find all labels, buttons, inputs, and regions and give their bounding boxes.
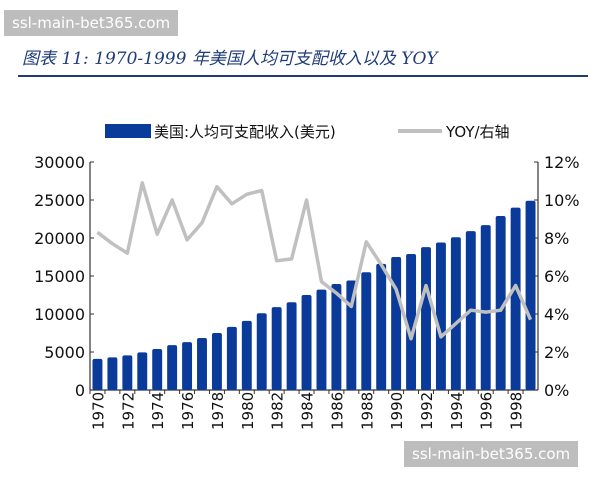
left-tick-label: 20000 xyxy=(34,229,85,248)
bar-1974 xyxy=(152,348,163,390)
bar-1970 xyxy=(92,358,103,390)
right-tick-label: 4% xyxy=(544,305,569,324)
bar-1976 xyxy=(182,342,193,390)
bar-1971 xyxy=(107,357,118,390)
bar-1988 xyxy=(361,272,372,390)
bar-1973 xyxy=(137,352,148,390)
bar-1998 xyxy=(510,207,521,390)
watermark-top: ssl-main-bet365.com xyxy=(4,10,179,36)
x-tick-label: 1972 xyxy=(119,392,137,430)
left-tick-label: 5000 xyxy=(44,343,85,362)
x-tick-label: 1982 xyxy=(269,392,287,430)
left-tick-label: 25000 xyxy=(34,191,85,210)
x-tick-label: 1998 xyxy=(508,392,526,430)
x-tick-label: 1978 xyxy=(209,392,227,430)
chart-title: 图表 11: 1970-1999 年美国人均可支配收入以及 YOY xyxy=(22,49,438,69)
bar-1981 xyxy=(256,313,267,390)
left-tick-label: 0 xyxy=(75,381,85,400)
bar-1983 xyxy=(286,302,297,390)
right-tick-label: 10% xyxy=(544,191,580,210)
x-tick-label: 1984 xyxy=(299,392,317,430)
bar-1990 xyxy=(391,257,402,390)
x-tick-label: 1988 xyxy=(358,392,376,430)
bar-1982 xyxy=(271,307,282,390)
bar-1984 xyxy=(301,295,312,390)
left-tick-label: 15000 xyxy=(34,267,85,286)
x-tick-label: 1996 xyxy=(478,392,496,430)
x-tick-label: 1976 xyxy=(179,392,197,430)
title-divider xyxy=(18,75,588,77)
x-tick-label: 1994 xyxy=(448,392,466,430)
bar-1997 xyxy=(495,215,506,390)
right-tick-label: 8% xyxy=(544,229,569,248)
legend-bar-label: 美国:人均可支配收入(美元) xyxy=(154,123,336,141)
watermark-bottom: ssl-main-bet365.com xyxy=(404,441,579,467)
left-tick-label: 10000 xyxy=(34,305,85,324)
x-tick-label: 1974 xyxy=(149,392,167,430)
bar-1985 xyxy=(316,289,327,390)
right-tick-label: 2% xyxy=(544,343,569,362)
bar-1980 xyxy=(241,320,252,390)
legend-line-label: YOY/右轴 xyxy=(445,123,510,141)
bar-1987 xyxy=(346,280,357,390)
bar-1975 xyxy=(167,345,178,390)
bar-1986 xyxy=(331,283,342,390)
x-tick-label: 1992 xyxy=(418,392,436,430)
bar-1991 xyxy=(406,253,417,390)
bar-1994 xyxy=(450,237,461,390)
x-tick-label: 1970 xyxy=(89,392,107,430)
bar-1989 xyxy=(376,263,387,390)
right-tick-label: 12% xyxy=(544,153,580,172)
bar-1979 xyxy=(226,326,237,390)
right-tick-label: 6% xyxy=(544,267,569,286)
legend-bar-swatch xyxy=(105,124,151,138)
x-tick-label: 1990 xyxy=(388,392,406,430)
bar-1992 xyxy=(421,247,431,390)
bar-1999 xyxy=(525,200,536,390)
left-tick-label: 30000 xyxy=(34,153,85,172)
bar-1996 xyxy=(480,225,491,390)
bar-1993 xyxy=(435,242,446,390)
yoy-line xyxy=(96,181,533,341)
right-tick-label: 0% xyxy=(544,381,569,400)
bar-1977 xyxy=(197,337,207,390)
x-tick-label: 1986 xyxy=(328,392,346,430)
bar-1978 xyxy=(211,333,222,390)
bar-1972 xyxy=(122,355,133,390)
x-tick-label: 1980 xyxy=(239,392,257,430)
